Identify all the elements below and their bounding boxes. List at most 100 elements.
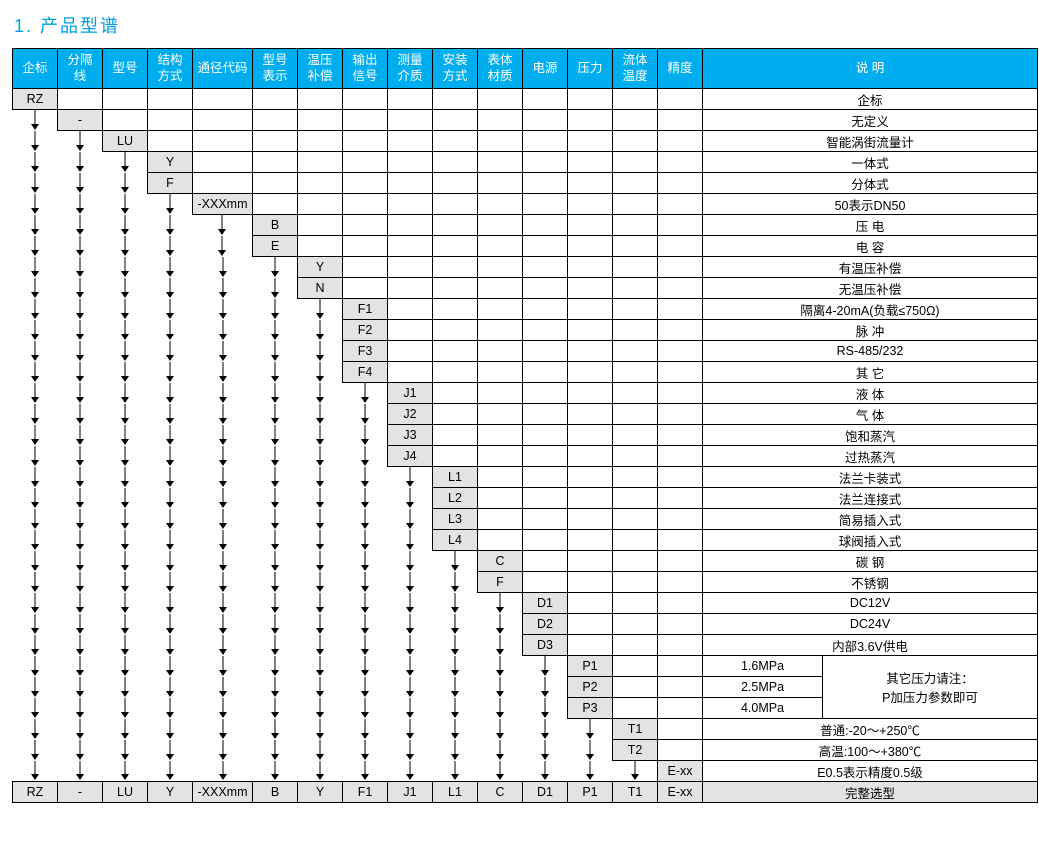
header-cell: 通径代码 [193,49,253,89]
empty-cell [298,131,343,152]
header-cell: 说 明 [703,49,1038,89]
arrow-passthrough [103,215,148,236]
arrow-passthrough [58,551,103,572]
arrow-passthrough [523,761,568,782]
arrow-passthrough [58,446,103,467]
empty-cell [568,362,613,383]
arrow-passthrough [298,698,343,719]
arrow-passthrough [103,761,148,782]
empty-cell [478,299,523,320]
empty-cell [343,194,388,215]
arrow-passthrough [103,383,148,404]
arrow-passthrough [58,509,103,530]
code-cell: T2 [613,740,658,761]
example-row: RZ-LUY-XXXmmBYF1J1L1CD1P1T1E-xx完整选型 [13,782,1038,803]
arrow-passthrough [478,614,523,635]
desc-cell: 智能涡街流量计 [703,131,1038,152]
empty-cell [658,110,703,131]
arrow-passthrough [433,635,478,656]
code-cell: Y [298,257,343,278]
empty-cell [523,215,568,236]
desc-cell: E0.5表示精度0.5级 [703,761,1038,782]
arrow-passthrough [253,509,298,530]
empty-cell [613,89,658,110]
empty-cell [568,614,613,635]
arrow-passthrough [13,761,58,782]
code-cell: L4 [433,530,478,551]
arrow-passthrough [523,656,568,677]
empty-cell [613,173,658,194]
table-row: J4过热蒸汽 [13,446,1038,467]
arrow-passthrough [148,341,193,362]
empty-cell [478,530,523,551]
empty-cell [523,446,568,467]
empty-cell [343,152,388,173]
arrow-passthrough [613,761,658,782]
arrow-passthrough [253,551,298,572]
arrow-passthrough [13,383,58,404]
empty-cell [388,194,433,215]
empty-cell [658,656,703,677]
header-cell: 精度 [658,49,703,89]
empty-cell [658,236,703,257]
arrow-passthrough [298,404,343,425]
arrow-passthrough [13,677,58,698]
arrow-passthrough [58,677,103,698]
arrow-passthrough [253,719,298,740]
empty-cell [253,131,298,152]
empty-cell [658,446,703,467]
arrow-passthrough [388,530,433,551]
empty-cell [568,488,613,509]
table-row: -无定义 [13,110,1038,131]
arrow-passthrough [298,320,343,341]
empty-cell [478,194,523,215]
code-cell: L3 [433,509,478,530]
code-cell: Y [148,152,193,173]
empty-cell [433,89,478,110]
empty-cell [523,89,568,110]
empty-cell [658,467,703,488]
arrow-passthrough [13,173,58,194]
arrow-passthrough [103,362,148,383]
arrow-passthrough [58,425,103,446]
empty-cell [568,215,613,236]
empty-cell [478,341,523,362]
table-row: L1法兰卡装式 [13,467,1038,488]
empty-cell [388,110,433,131]
arrow-passthrough [343,446,388,467]
arrow-passthrough [13,425,58,446]
arrow-passthrough [58,761,103,782]
arrow-passthrough [148,551,193,572]
arrow-passthrough [478,740,523,761]
code-cell: - [58,110,103,131]
empty-cell [658,635,703,656]
table-row: T2高温:100～+380℃ [13,740,1038,761]
example-cell: P1 [568,782,613,803]
empty-cell [193,89,253,110]
empty-cell [478,257,523,278]
arrow-passthrough [103,551,148,572]
desc-cell: 内部3.6V供电 [703,635,1038,656]
empty-cell [343,236,388,257]
empty-cell [658,152,703,173]
empty-cell [433,152,478,173]
empty-cell [433,257,478,278]
header-cell: 电源 [523,49,568,89]
empty-cell [388,236,433,257]
arrow-passthrough [13,446,58,467]
arrow-passthrough [13,341,58,362]
empty-cell [613,404,658,425]
arrow-passthrough [13,488,58,509]
empty-cell [613,278,658,299]
arrow-passthrough [253,698,298,719]
empty-cell [148,110,193,131]
empty-cell [478,320,523,341]
arrow-passthrough [58,530,103,551]
example-cell: C [478,782,523,803]
code-cell: P1 [568,656,613,677]
arrow-passthrough [433,551,478,572]
empty-cell [568,131,613,152]
empty-cell [433,341,478,362]
table-row: D3内部3.6V供电 [13,635,1038,656]
empty-cell [478,236,523,257]
